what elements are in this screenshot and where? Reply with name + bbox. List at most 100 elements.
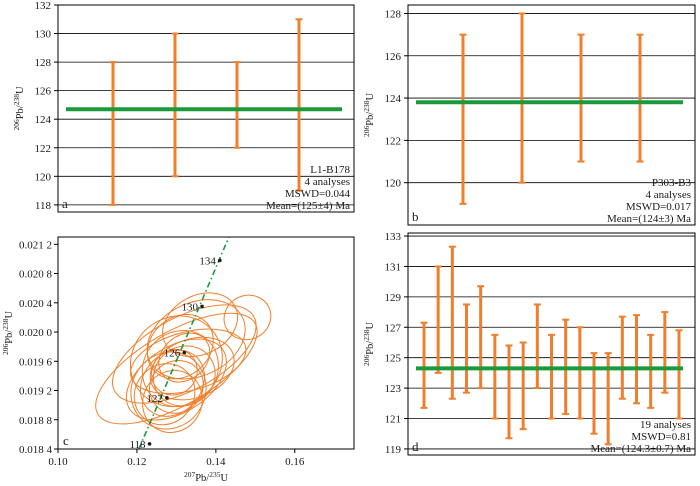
plot-frame bbox=[407, 4, 696, 226]
error-bar bbox=[577, 33, 585, 163]
x-tick-label: 0.10 bbox=[48, 456, 68, 468]
y-axis-label-part-2: 238 bbox=[362, 329, 371, 341]
x-axis-label: 207Pb/235U bbox=[184, 470, 229, 484]
y-tick-label: 124 bbox=[385, 93, 402, 105]
x-axis-label-part-0: 207 bbox=[184, 470, 196, 479]
y-tick-label: 123 bbox=[385, 383, 402, 395]
concordia-age-label: 134 bbox=[199, 255, 216, 267]
y-tick-label: 126 bbox=[385, 51, 402, 63]
error-bar bbox=[505, 344, 513, 440]
annotation-line: 19 analyses bbox=[640, 419, 691, 431]
error-bar bbox=[295, 18, 303, 192]
error-ellipse bbox=[223, 294, 272, 341]
error-bar bbox=[420, 321, 428, 409]
y-tick-label: 0.019 6 bbox=[19, 356, 53, 368]
error-bar bbox=[576, 326, 584, 420]
error-ellipse bbox=[158, 332, 211, 383]
annotation-line: 4 analyses bbox=[304, 176, 350, 188]
x-tick-label: 0.14 bbox=[206, 456, 226, 468]
panel-letter: b bbox=[412, 209, 419, 224]
plot-frame bbox=[57, 236, 355, 450]
panel-a: 118 120 122 124 126 128 130 132 206Pb/238U L1-B17… bbox=[12, 0, 355, 213]
y-axis-label-part-0: 206 bbox=[362, 126, 371, 138]
y-axis-label-part-0: 206 bbox=[12, 119, 21, 131]
y-axis-label-part-0: 206 bbox=[1, 344, 10, 356]
concordia-age-marker bbox=[165, 396, 169, 400]
y-tick-label: 133 bbox=[385, 231, 402, 243]
error-bar bbox=[675, 329, 683, 420]
y-tick-label: 126 bbox=[35, 86, 52, 98]
annotation-line: 4 analyses bbox=[645, 189, 691, 201]
annotation-line: Mean=(124±3) Ma bbox=[607, 213, 691, 225]
error-ellipse bbox=[133, 363, 196, 426]
y-tick-label: 0.018 8 bbox=[19, 415, 53, 427]
error-bar bbox=[463, 303, 470, 394]
x-axis-label-text: 207Pb/235U bbox=[184, 470, 229, 484]
concordia-age-marker bbox=[182, 350, 187, 355]
y-axis-label-text: 206Pb/238U bbox=[362, 322, 376, 367]
annotation-line: Mean=(125±4) Ma bbox=[266, 200, 350, 212]
x-axis-label-part-1: Pb/ bbox=[195, 473, 209, 484]
panel-d: 119 121 123 125 127 129 131 133 206Pb/238U 19 ana… bbox=[362, 231, 696, 456]
y-axis-label-part-1: Pb/ bbox=[365, 112, 376, 126]
annotation-line: MSWD=0.81 bbox=[631, 431, 691, 443]
error-ellipse bbox=[130, 328, 247, 394]
concordia-age-marker bbox=[200, 304, 204, 309]
y-tick-label: 125 bbox=[385, 353, 402, 365]
y-tick-label: 128 bbox=[35, 57, 52, 69]
panel-letter: c bbox=[63, 433, 69, 448]
error-bar bbox=[233, 61, 241, 149]
error-bar bbox=[109, 61, 117, 206]
concordia-age-label: 130 bbox=[182, 301, 199, 313]
y-axis-label-text: 206Pb/238U bbox=[1, 311, 15, 356]
y-axis-label: 206Pb/238U bbox=[362, 322, 376, 367]
x-axis-label-part-3: U bbox=[220, 473, 228, 484]
y-tick-label: 0.020 0 bbox=[19, 327, 53, 339]
error-bar bbox=[533, 303, 541, 390]
y-axis-label-text: 206Pb/238U bbox=[12, 86, 26, 131]
error-bar bbox=[171, 32, 179, 178]
x-tick-label: 0.12 bbox=[127, 456, 146, 468]
error-bar bbox=[636, 33, 644, 163]
y-axis-label-part-2: 238 bbox=[12, 94, 21, 106]
error-ellipse bbox=[162, 292, 239, 358]
annotation-line: L1-B178 bbox=[310, 164, 350, 176]
annotation-line: MSWD=0.017 bbox=[626, 201, 692, 213]
y-axis-label-part-3: U bbox=[15, 86, 26, 94]
error-ellipse bbox=[125, 338, 227, 421]
y-axis-label-part-2: 238 bbox=[362, 100, 371, 112]
error-bar bbox=[590, 352, 598, 435]
concordia-curve bbox=[138, 237, 230, 449]
panel-letter: d bbox=[412, 439, 419, 454]
annotation-line: MSWD=0.044 bbox=[285, 188, 351, 200]
y-axis-label-part-0: 206 bbox=[362, 355, 371, 367]
panel-b: 120 122 124 126 128 206Pb/238U P303-B34 analys… bbox=[362, 4, 696, 226]
concordia-age-label: 122 bbox=[146, 393, 163, 405]
y-tick-label: 127 bbox=[385, 322, 402, 334]
y-tick-label: 0.019 2 bbox=[19, 386, 52, 398]
error-bar bbox=[633, 314, 640, 405]
y-tick-label: 131 bbox=[385, 261, 402, 273]
error-bar bbox=[477, 285, 485, 390]
x-axis-label-part-2: 235 bbox=[209, 470, 221, 479]
panel-c: 118 122 126 130 134 0.10 0.12 0.14 0.16 0.018 4 0.… bbox=[1, 236, 355, 484]
error-bar bbox=[448, 245, 456, 400]
y-tick-label: 122 bbox=[35, 143, 52, 155]
concordia-age-label: 126 bbox=[164, 348, 181, 360]
error-ellipse bbox=[95, 312, 258, 425]
concordia-age-marker bbox=[147, 442, 152, 446]
y-tick-label: 121 bbox=[385, 414, 402, 426]
error-bar bbox=[661, 311, 669, 394]
y-tick-label: 122 bbox=[385, 135, 402, 147]
annotation-line: P303-B3 bbox=[652, 177, 692, 189]
y-tick-label: 0.021 2 bbox=[19, 239, 52, 251]
plot-frame bbox=[407, 232, 696, 456]
y-axis-label: 206Pb/238U bbox=[1, 311, 15, 356]
error-bar bbox=[647, 333, 655, 409]
panel-letter: a bbox=[62, 196, 68, 211]
error-ellipse bbox=[112, 304, 257, 404]
y-axis-label-part-2: 238 bbox=[1, 318, 10, 330]
x-tick-label: 0.16 bbox=[285, 456, 305, 468]
y-axis-label-part-1: Pb/ bbox=[365, 341, 376, 355]
